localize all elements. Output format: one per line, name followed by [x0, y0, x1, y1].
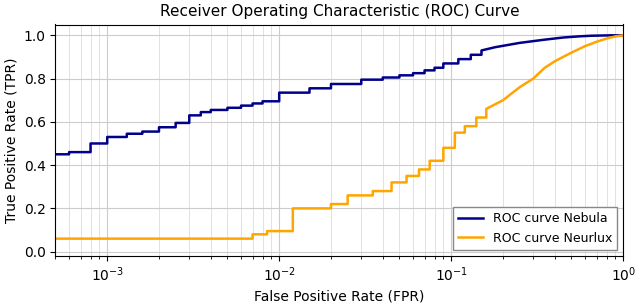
ROC curve Neurlux — [289, 207, 297, 210]
ROC curve Neurlux — [451, 131, 459, 135]
ROC curve Neurlux — [403, 174, 410, 178]
ROC curve Neurlux — [440, 159, 447, 163]
ROC curve Neurlux — [344, 193, 351, 197]
ROC curve Neurlux — [344, 202, 351, 206]
ROC curve Neurlux — [52, 237, 60, 241]
ROC curve Neurlux — [472, 124, 480, 128]
ROC curve Neurlux — [263, 233, 271, 236]
ROC curve Neurlux — [603, 37, 611, 40]
ROC curve Nebula — [249, 102, 257, 105]
X-axis label: False Positive Rate (FPR): False Positive Rate (FPR) — [254, 290, 424, 304]
Line: ROC curve Nebula: ROC curve Nebula — [56, 35, 623, 154]
Legend: ROC curve Nebula, ROC curve Neurlux: ROC curve Nebula, ROC curve Neurlux — [452, 208, 617, 250]
ROC curve Nebula — [396, 74, 403, 77]
ROC curve Neurlux — [499, 98, 507, 102]
ROC curve Neurlux — [611, 34, 619, 38]
ROC curve Neurlux — [529, 77, 537, 80]
ROC curve Neurlux — [472, 116, 480, 120]
ROC curve Neurlux — [620, 34, 627, 37]
ROC curve Neurlux — [289, 229, 297, 233]
ROC curve Neurlux — [483, 116, 490, 120]
ROC curve Nebula — [357, 82, 365, 86]
Y-axis label: True Positive Rate (TPR): True Positive Rate (TPR) — [4, 58, 18, 223]
ROC curve Neurlux — [415, 168, 423, 171]
ROC curve Nebula — [620, 34, 627, 37]
ROC curve Neurlux — [541, 66, 548, 70]
ROC curve Neurlux — [369, 189, 376, 193]
ROC curve Neurlux — [461, 124, 468, 128]
ROC curve Neurlux — [249, 237, 257, 241]
ROC curve Neurlux — [426, 159, 433, 163]
ROC curve Neurlux — [551, 59, 559, 63]
ROC curve Neurlux — [461, 131, 468, 135]
ROC curve Neurlux — [369, 193, 376, 197]
ROC curve Neurlux — [327, 202, 335, 206]
ROC curve Neurlux — [327, 207, 335, 210]
ROC curve Nebula — [52, 152, 60, 156]
ROC curve Neurlux — [581, 44, 589, 48]
ROC curve Neurlux — [415, 174, 423, 178]
ROC curve Neurlux — [263, 229, 271, 233]
ROC curve Neurlux — [426, 168, 433, 171]
ROC curve Nebula — [306, 91, 314, 95]
ROC curve Neurlux — [516, 85, 524, 89]
ROC curve Neurlux — [388, 180, 396, 184]
ROC curve Nebula — [607, 34, 615, 37]
Title: Receiver Operating Characteristic (ROC) Curve: Receiver Operating Characteristic (ROC) … — [159, 4, 519, 19]
ROC curve Neurlux — [593, 40, 600, 44]
ROC curve Neurlux — [568, 51, 575, 55]
ROC curve Neurlux — [388, 189, 396, 193]
ROC curve Neurlux — [440, 146, 447, 150]
ROC curve Neurlux — [403, 180, 410, 184]
ROC curve Neurlux — [483, 107, 490, 111]
ROC curve Nebula — [409, 74, 417, 77]
Line: ROC curve Neurlux: ROC curve Neurlux — [56, 35, 623, 239]
ROC curve Neurlux — [249, 233, 257, 236]
ROC curve Nebula — [123, 132, 131, 136]
ROC curve Neurlux — [451, 146, 459, 150]
